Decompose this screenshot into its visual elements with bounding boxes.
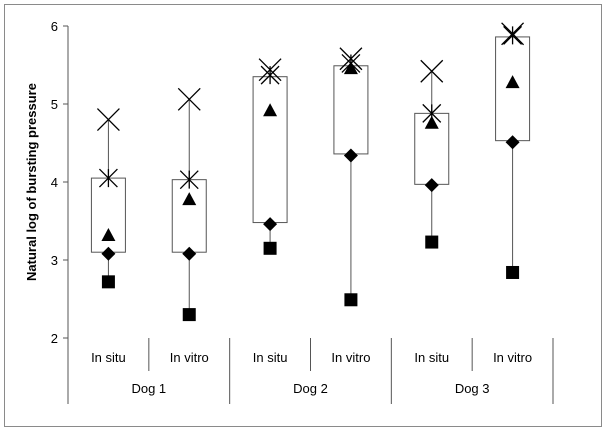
min-marker	[425, 235, 439, 249]
category-label: In situ	[91, 350, 126, 365]
box-rect	[333, 65, 369, 155]
category-label: In situ	[414, 350, 449, 365]
star-marker	[179, 170, 199, 190]
star-marker	[503, 25, 523, 45]
y-tick-label: 2	[51, 331, 58, 346]
y-tick-label: 4	[51, 175, 58, 190]
mean-marker	[505, 75, 520, 89]
min-marker	[182, 308, 196, 322]
group-label: Dog 2	[293, 381, 328, 396]
group-label: Dog 1	[131, 381, 166, 396]
mean-marker	[263, 103, 278, 117]
star-marker	[341, 53, 361, 73]
category-label: In vitro	[493, 350, 532, 365]
y-axis-label: Natural log of bursting pressure	[24, 83, 39, 281]
x-axis-categories: In situ In vitro In situ In vitro In situ In …	[67, 338, 554, 404]
max-marker	[96, 108, 120, 132]
star-marker	[98, 168, 118, 188]
min-marker	[506, 265, 520, 279]
category-label: In situ	[253, 350, 288, 365]
median-marker	[424, 178, 439, 193]
boxes	[90, 22, 531, 322]
category-label: In vitro	[331, 350, 370, 365]
max-marker	[177, 87, 201, 111]
y-tick-label: 6	[51, 19, 58, 34]
min-marker	[344, 293, 358, 307]
star-marker	[422, 103, 442, 123]
box-2	[171, 87, 207, 322]
min-marker	[101, 275, 115, 289]
box-rect	[90, 177, 126, 253]
median-marker	[101, 246, 116, 261]
max-marker	[339, 47, 363, 71]
box-rect	[495, 36, 531, 142]
median-marker	[263, 217, 278, 232]
category-label: In vitro	[170, 350, 209, 365]
max-marker	[420, 59, 444, 83]
mean-marker	[182, 192, 197, 206]
median-marker	[182, 246, 197, 261]
y-tick-label: 3	[51, 253, 58, 268]
box-3	[252, 58, 288, 255]
min-marker	[263, 241, 277, 255]
y-tick-label: 5	[51, 97, 58, 112]
median-marker	[343, 148, 358, 163]
box-rect	[252, 76, 288, 224]
box-6	[495, 22, 531, 279]
max-marker	[501, 22, 525, 46]
median-marker	[505, 135, 520, 150]
y-ticks: 2 3 4 5 6	[51, 19, 68, 346]
box-rect	[171, 179, 207, 253]
mean-marker	[101, 228, 116, 242]
box-5	[414, 59, 450, 249]
box-4	[333, 47, 369, 307]
max-marker	[258, 58, 282, 82]
group-label: Dog 3	[455, 381, 490, 396]
box-1	[90, 108, 126, 289]
